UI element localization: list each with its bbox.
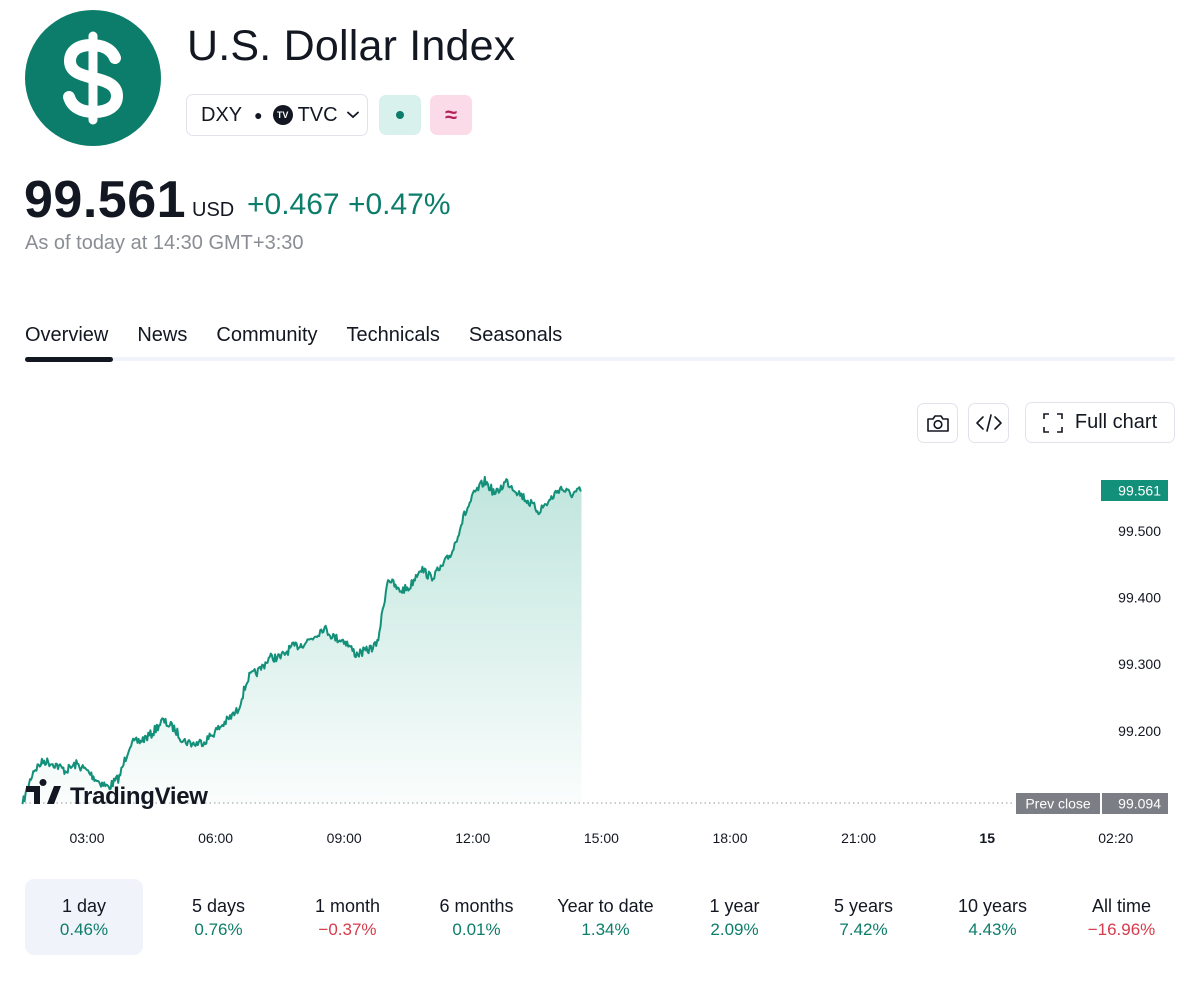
period-label: 1 month [314,896,381,916]
separator-dot: ● [254,107,263,123]
symbol-code: DXY [201,103,243,126]
x-tick-label: 03:00 [69,830,104,846]
chevron-down-icon [346,111,359,119]
price-area [22,476,582,805]
x-tick-label: 15 [979,830,995,846]
period-label: 5 years [833,896,894,916]
y-tick-label: 99.500 [1118,523,1161,539]
period-1-month[interactable]: 1 month −0.37% [283,879,412,955]
x-tick-label: 09:00 [327,830,362,846]
x-tick-label: 12:00 [455,830,490,846]
period-value: 7.42% [839,920,888,939]
period-label: 6 months [439,896,514,916]
tab-news[interactable]: News [137,324,188,346]
page-title: U.S. Dollar Index [187,22,516,70]
period-6-months[interactable]: 6 months 0.01% [412,879,541,955]
full-chart-button[interactable]: Full chart [1025,402,1175,443]
cfd-badge[interactable]: ≈ [430,95,472,135]
y-tick-label: 99.300 [1118,656,1161,672]
market-open-dot-icon [396,111,404,119]
symbol-logo [25,10,161,146]
period-value: 1.34% [581,920,630,939]
last-price: 99.561 [24,171,187,229]
tvc-logo-icon: TV [272,105,293,125]
section-tabs: Overview News Community Technicals Seaso… [25,324,591,347]
price-currency: USD [192,199,235,221]
period-1-day[interactable]: 1 day 0.46% [25,879,143,955]
last-value-tag: 99.561 [1101,480,1168,501]
period-all-time[interactable]: All time −16.96% [1057,879,1186,955]
embed-button[interactable] [968,403,1009,443]
full-chart-label: Full chart [1074,411,1158,433]
exchange-selector[interactable]: DXY ● TV TVC [186,94,368,136]
fullscreen-icon [1043,412,1063,433]
last-value-label: 99.561 [1118,483,1161,499]
tabs-divider [25,357,1175,361]
prev-close-tag: Prev close 99.094 [1016,793,1168,814]
x-tick-label: 21:00 [841,830,876,846]
performance-periods: 1 day 0.46% 5 days 0.76% 1 month −0.37% … [25,879,1186,955]
x-tick-label: 06:00 [198,830,233,846]
y-tick-label: 99.200 [1118,723,1161,739]
period-label: 5 days [191,896,246,916]
price-line [21,475,582,805]
tab-community[interactable]: Community [216,324,318,346]
period-label: 1 day [61,896,107,916]
active-tab-indicator [25,357,113,362]
camera-icon [926,415,949,432]
prev-close-value: 99.094 [1118,796,1161,812]
snapshot-button[interactable] [917,403,958,443]
period-value: −16.96% [1087,920,1156,939]
period-5-years[interactable]: 5 years 7.42% [799,879,928,955]
period-label: 1 year [709,896,760,916]
market-status-badge[interactable] [379,95,421,135]
period-value: −0.37% [318,920,377,939]
tradingview-watermark: TradingView [26,779,209,810]
period-value: 0.01% [452,920,501,939]
period-label: Year to date [557,896,654,916]
tradingview-logo-icon [26,779,61,804]
x-tick-label: 15:00 [584,830,619,846]
tab-seasonals[interactable]: Seasonals [468,324,563,346]
watermark-text: TradingView [70,783,208,810]
period-10-years[interactable]: 10 years 4.43% [928,879,1057,955]
prev-close-label: Prev close [1025,796,1091,812]
dollar-sign-icon [63,31,124,125]
period-label: All time [1091,896,1151,916]
tab-technicals[interactable]: Technicals [346,324,440,346]
change-absolute: +0.467 [247,188,340,221]
period-5-days[interactable]: 5 days 0.76% [154,879,283,955]
approx-icon: ≈ [444,102,458,127]
x-tick-label: 02:20 [1098,830,1133,846]
price-change: +0.467 +0.47% [247,188,451,222]
period-label: 10 years [957,896,1028,916]
code-icon [975,414,1002,432]
change-percent: +0.47% [347,188,451,221]
x-tick-label: 18:00 [712,830,747,846]
price-chart[interactable]: 99.500 99.400 99.300 99.200 03:00 06:00 09:00… [0,440,1200,860]
period-value: 0.46% [59,920,109,939]
period-value: 4.43% [968,920,1017,939]
y-tick-label: 99.400 [1118,590,1161,606]
period-year-to-date[interactable]: Year to date 1.34% [541,879,670,955]
exchange-name: TVC [297,103,338,126]
period-value: 0.76% [194,920,243,939]
quote-timestamp: As of today at 14:30 GMT+3:30 [25,232,304,254]
period-value: 2.09% [710,920,759,939]
period-1-year[interactable]: 1 year 2.09% [670,879,799,955]
tab-overview[interactable]: Overview [25,324,109,346]
